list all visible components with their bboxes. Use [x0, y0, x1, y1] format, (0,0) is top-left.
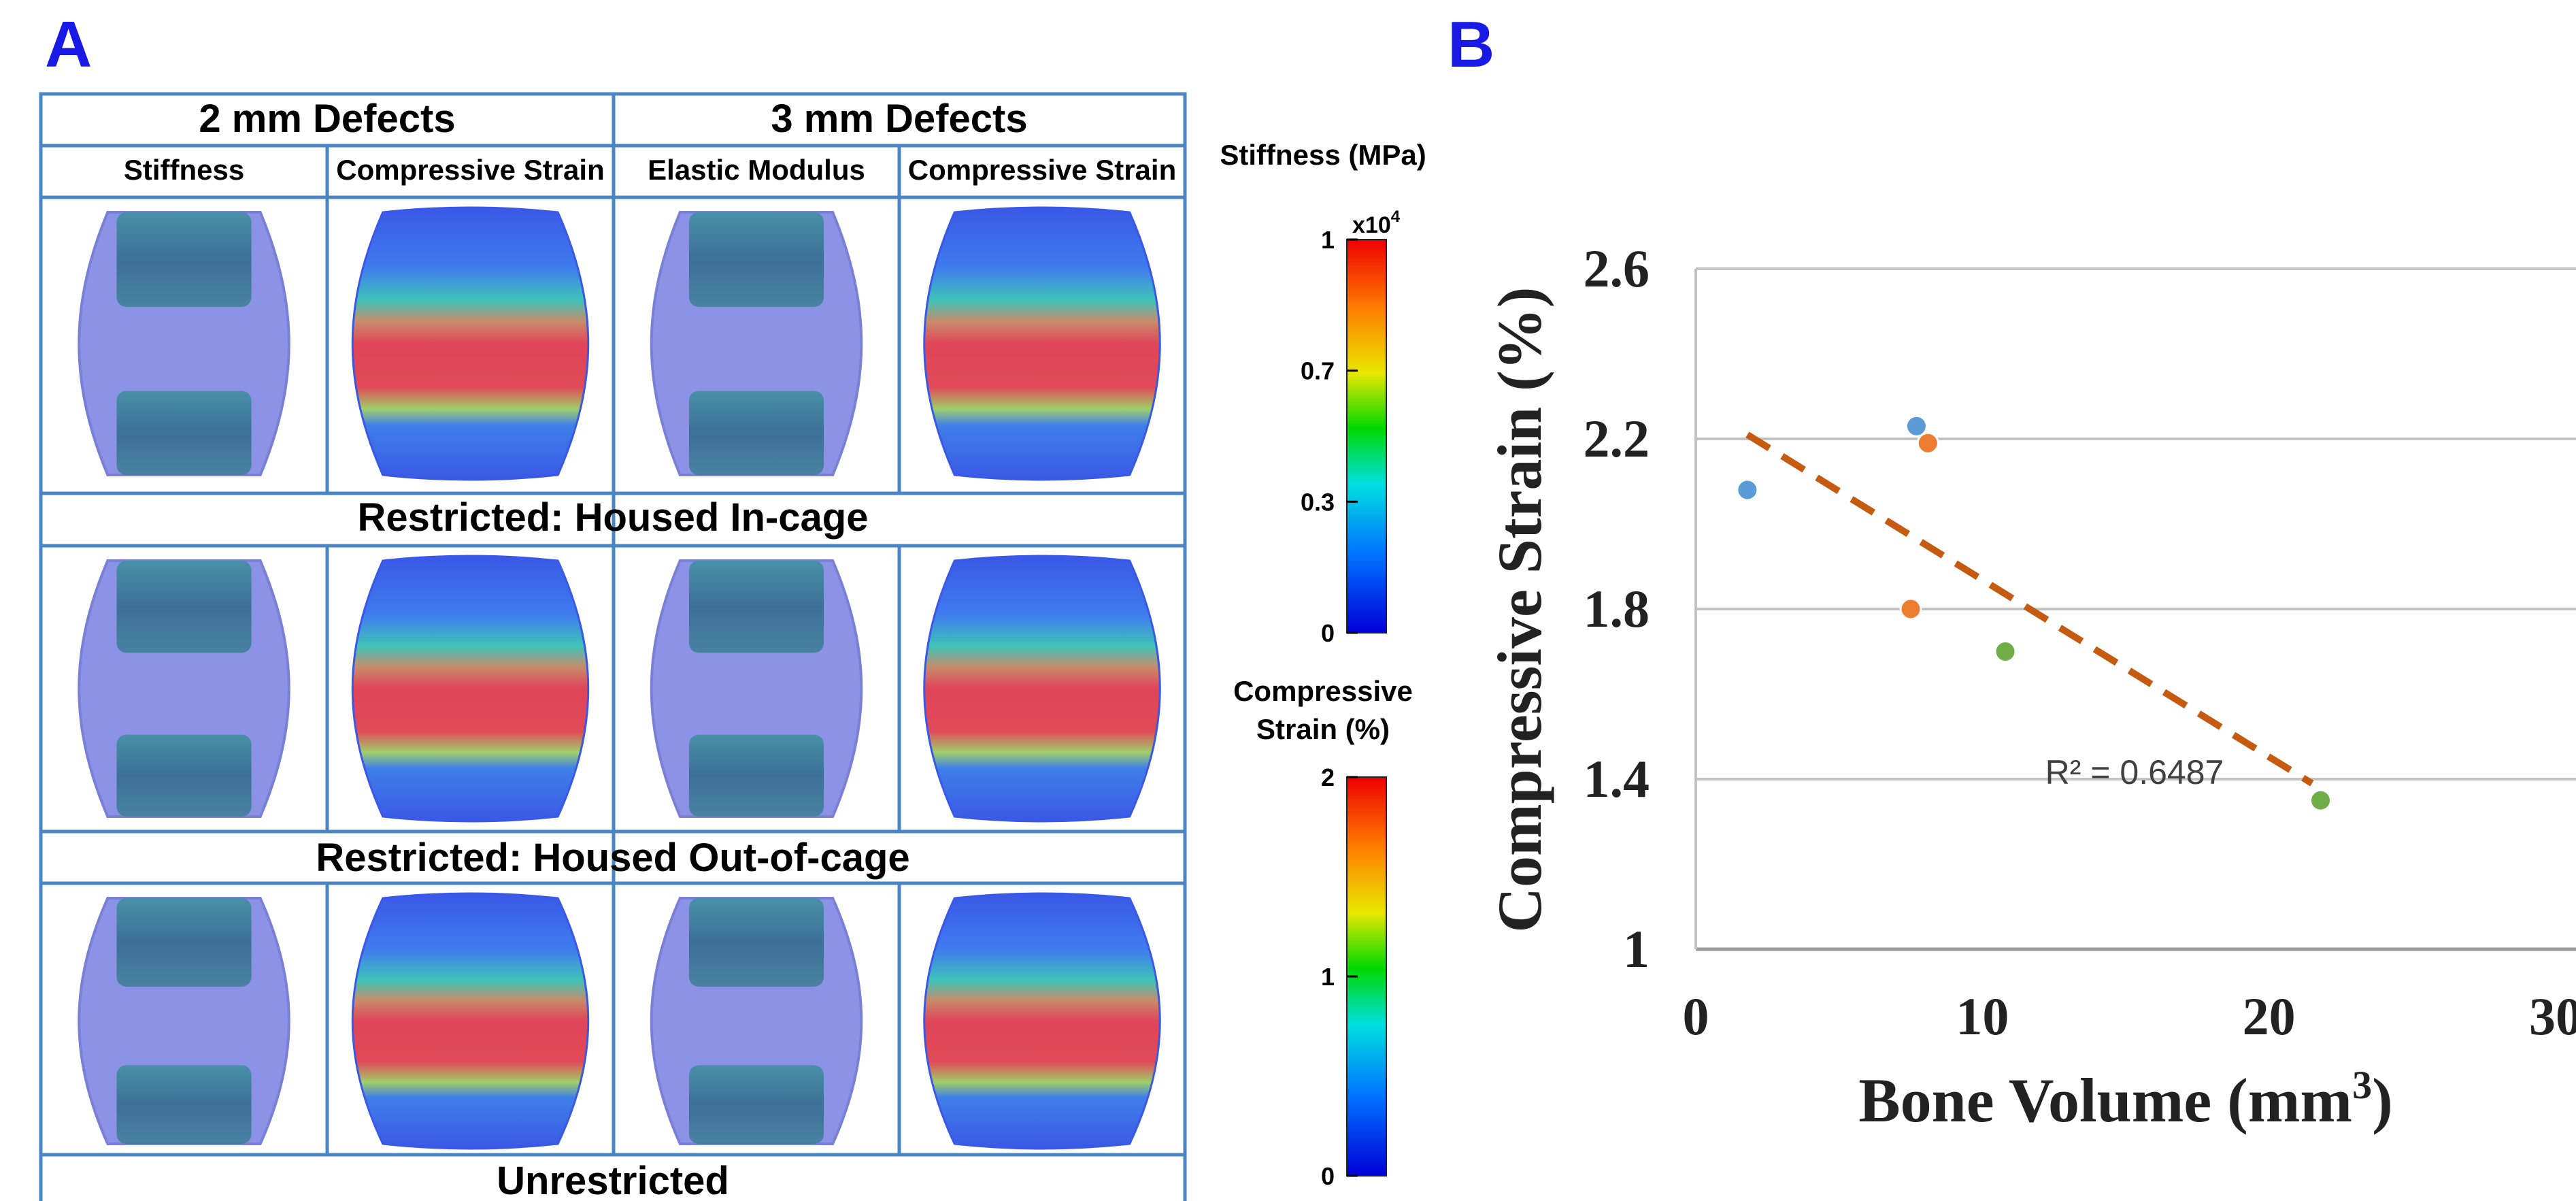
stiffness-specimen-render — [78, 897, 290, 1145]
colorbar-tick-label: 0 — [1321, 1162, 1335, 1190]
y-axis-label: Compressive Strain (%) — [1485, 287, 1554, 933]
y-tick-label: 2.2 — [1584, 409, 1650, 468]
row-label: Unrestricted — [497, 1159, 729, 1201]
x-tick-label: 30 — [2529, 987, 2576, 1046]
stiffness-specimen-render — [78, 559, 290, 818]
colorbar-tick-label: 1 — [1321, 226, 1335, 254]
group-header: 3 mm Defects — [771, 97, 1027, 141]
colorbar-title: Stiffness (MPa) — [1220, 139, 1426, 171]
colorbar-tick-label: 0.3 — [1301, 488, 1335, 516]
stiffness-specimen-render — [650, 559, 863, 818]
r-squared-annotation: R² = 0.6487 — [2045, 753, 2224, 791]
strain-colorbar: Compressive Strain (%) 0 1 2 — [1233, 675, 1413, 1190]
data-point — [1905, 414, 1928, 438]
data-point — [1899, 597, 1922, 621]
stiffness-specimen-render — [650, 897, 863, 1145]
x-tick-label: 0 — [1683, 987, 1709, 1046]
strain-specimen-render — [923, 892, 1161, 1150]
y-tick-label: 1.8 — [1584, 579, 1650, 638]
group-header: 2 mm Defects — [199, 97, 455, 141]
colorbar-tick-label: 0 — [1321, 619, 1335, 647]
strain-specimen-render — [351, 206, 590, 481]
stiffness-specimen-render — [78, 211, 290, 476]
data-point — [1736, 478, 1759, 501]
stiffness-specimen-render — [650, 211, 863, 476]
column-header: Compressive Strain — [336, 154, 605, 186]
x-tick-label: 10 — [1956, 987, 2009, 1046]
colorbar-tick-label: 0.7 — [1301, 357, 1335, 385]
row-label: Restricted: Housed In-cage — [358, 495, 869, 540]
colorbar-gradient — [1346, 239, 1387, 634]
colorbar-multiplier: x104 — [1352, 208, 1401, 238]
trendline — [1745, 431, 2314, 787]
panel-a-grid: 2 mm Defects 3 mm Defects Stiffness Compres… — [39, 92, 1187, 1201]
strain-specimen-render — [923, 206, 1161, 481]
strain-specimen-render — [351, 892, 590, 1150]
y-tick-label: 1 — [1623, 919, 1650, 978]
column-header: Compressive Strain — [908, 154, 1177, 186]
panel-b-letter: B — [1448, 8, 1495, 81]
column-header: Stiffness — [124, 154, 244, 186]
strain-specimen-render — [351, 555, 590, 823]
scatter-chart: 1 1.4 1.8 2.2 2.6 0 10 20 30 Bone Volume (mm3) Com… — [1485, 239, 2576, 1135]
y-tick-label: 2.6 — [1584, 239, 1650, 298]
data-point — [1916, 431, 1939, 455]
colorbar-tick-label: 1 — [1321, 963, 1335, 991]
column-header: Elastic Modulus — [648, 154, 865, 186]
colorbar-tick-label: 2 — [1321, 763, 1335, 791]
stiffness-colorbar: Stiffness (MPa) x104 0 0.3 0.7 1 — [1220, 139, 1426, 647]
x-axis-label: Bone Volume (mm3) — [1858, 1063, 2392, 1135]
y-tick-label: 1.4 — [1584, 749, 1650, 808]
colorbar-title: Strain (%) — [1256, 713, 1390, 745]
colorbar-title: Compressive — [1233, 675, 1413, 707]
panel-a-letter: A — [45, 8, 93, 81]
data-point — [1994, 640, 2017, 663]
data-point — [2309, 789, 2332, 812]
x-tick-label: 20 — [2243, 987, 2296, 1046]
strain-specimen-render — [923, 555, 1161, 823]
row-label: Restricted: Housed Out-of-cage — [316, 836, 909, 880]
